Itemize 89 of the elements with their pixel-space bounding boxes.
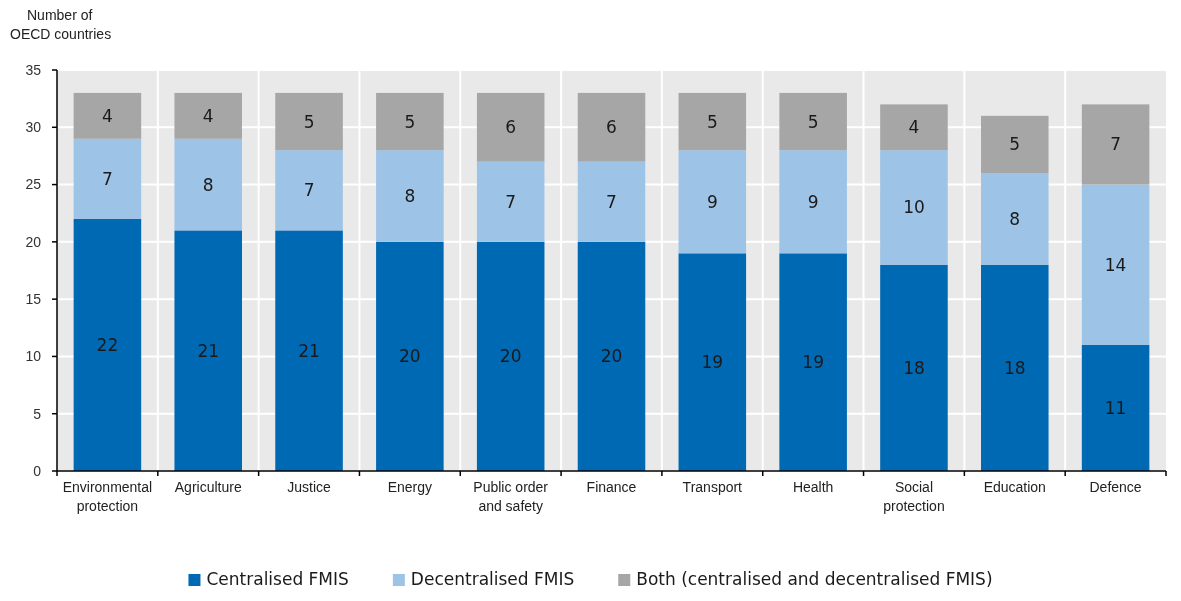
bar <box>779 92 847 151</box>
data-label: 7 <box>1110 134 1122 155</box>
bar <box>275 150 343 231</box>
bar <box>678 150 747 254</box>
bar <box>1081 104 1150 185</box>
data-label: 7 <box>303 180 315 201</box>
data-label: 21 <box>298 340 320 361</box>
data-label: 5 <box>303 111 315 132</box>
x-tick-label: Finance <box>586 479 637 495</box>
bar <box>73 92 142 139</box>
y-tick-label: 0 <box>33 462 42 479</box>
x-tick-label: Energy <box>387 479 433 495</box>
data-label: 4 <box>908 117 920 138</box>
data-label: 8 <box>1009 208 1021 229</box>
data-label: 5 <box>706 111 718 132</box>
data-label: 19 <box>701 352 724 373</box>
data-label: 20 <box>399 346 421 367</box>
legend-label: Both (centralised and decentralised FMIS) <box>636 569 993 589</box>
bar <box>275 230 343 471</box>
data-label: 18 <box>903 357 925 378</box>
bar <box>779 150 847 254</box>
bar <box>981 173 1049 265</box>
y-tick-label: 35 <box>25 61 42 78</box>
bar <box>174 138 242 231</box>
data-label: 7 <box>102 168 113 189</box>
bar <box>1081 344 1150 471</box>
bar <box>476 161 545 242</box>
bar <box>376 92 444 151</box>
bar <box>779 253 847 471</box>
data-label: 7 <box>505 191 517 212</box>
bar <box>476 92 545 162</box>
data-label: 10 <box>903 197 925 218</box>
x-tick-label: Social protection <box>883 479 945 514</box>
bar <box>476 241 545 471</box>
bar <box>880 150 948 265</box>
x-tick-label: Defence <box>1089 479 1142 495</box>
x-tick-label: Transport <box>682 479 743 495</box>
data-label: 6 <box>606 117 617 138</box>
data-label: 6 <box>505 117 517 138</box>
data-label: 4 <box>202 105 214 126</box>
legend-label: Decentralised FMIS <box>410 569 575 589</box>
data-label: 22 <box>96 334 119 355</box>
x-tick-label: Public order and safety <box>473 479 549 514</box>
y-axis-title: Number of OECD countries <box>10 7 112 42</box>
bar <box>678 92 747 151</box>
y-tick-label: 30 <box>25 119 42 136</box>
bar <box>880 264 948 471</box>
y-tick-label: 20 <box>25 233 42 250</box>
data-label: 21 <box>197 340 220 361</box>
bar <box>1081 184 1150 345</box>
y-tick-label: 10 <box>25 348 42 365</box>
bar <box>981 115 1049 174</box>
data-label: 9 <box>706 191 718 212</box>
data-label: 5 <box>807 111 819 132</box>
legend-label: Centralised FMIS <box>206 569 349 589</box>
data-label: 8 <box>404 185 416 206</box>
data-label: 20 <box>600 346 623 367</box>
data-label: 18 <box>1003 357 1026 378</box>
data-label: 5 <box>404 111 416 132</box>
bar <box>275 92 343 151</box>
bar <box>73 218 142 471</box>
bar <box>678 253 747 471</box>
bar <box>981 264 1049 471</box>
bar <box>880 104 948 151</box>
x-tick-label: Health <box>792 479 834 495</box>
bar <box>376 150 444 242</box>
bar <box>174 92 242 139</box>
x-tick-label: Education <box>983 479 1046 495</box>
bar <box>73 138 142 219</box>
bar <box>577 241 646 471</box>
bar <box>577 92 646 162</box>
x-tick-label: Justice <box>287 479 332 495</box>
y-tick-label: 15 <box>25 291 42 308</box>
data-label: 7 <box>606 191 617 212</box>
data-label: 8 <box>202 174 214 195</box>
bar <box>376 241 444 471</box>
data-label: 4 <box>102 105 113 126</box>
data-label: 19 <box>802 352 824 373</box>
data-label: 14 <box>1104 254 1127 275</box>
data-label: 20 <box>499 346 522 367</box>
y-tick-label: 5 <box>33 405 42 422</box>
bar <box>577 161 646 242</box>
data-label: 9 <box>807 191 819 212</box>
x-tick-label: Environmental protection <box>62 479 153 514</box>
y-tick-label: 25 <box>25 176 42 193</box>
bar <box>174 230 242 471</box>
data-label: 11 <box>1104 397 1127 418</box>
data-label: 5 <box>1009 134 1021 155</box>
x-tick-label: Agriculture <box>174 479 242 495</box>
